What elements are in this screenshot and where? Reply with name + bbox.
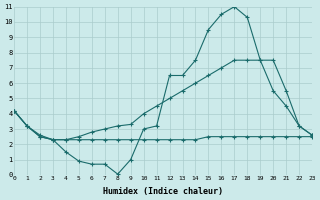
X-axis label: Humidex (Indice chaleur): Humidex (Indice chaleur) bbox=[103, 187, 223, 196]
